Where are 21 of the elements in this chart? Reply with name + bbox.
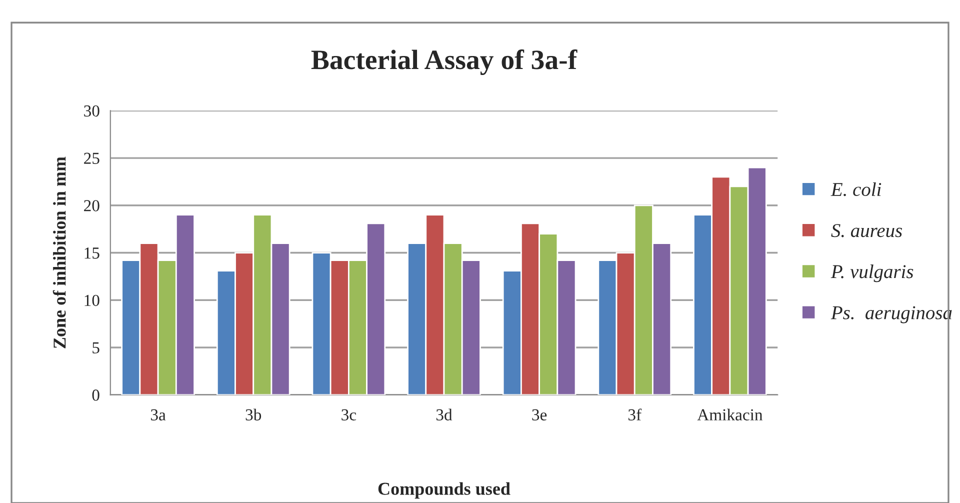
y-tick-label: 15 [84, 248, 100, 259]
legend-label: E. coli [830, 182, 882, 196]
chart-title: Bacterial Assay of 3a-f [311, 49, 578, 75]
y-tick-label: 25 [84, 152, 100, 164]
y-tick-label: 0 [92, 390, 100, 401]
x-tick-label: 3a [150, 409, 166, 420]
x-tick-label: 3f [628, 408, 642, 420]
legend-label: Ps. aeruginosa [830, 306, 952, 324]
x-tick-label: Amikacin [697, 408, 763, 420]
y-tick-label: 20 [84, 200, 100, 212]
legend-label: P. vulgaris [830, 264, 914, 282]
x-tick-label: 3d [436, 408, 452, 420]
y-tick-label: 30 [84, 105, 100, 117]
y-axis-title: Zone of inhibition in mm [52, 156, 66, 348]
x-tick-label: 3c [342, 409, 356, 420]
x-axis-title: Compounds used [378, 482, 510, 499]
legend-label: S. aureus [831, 224, 902, 238]
y-tick-label: 5 [92, 342, 100, 354]
y-tick-label: 10 [84, 294, 100, 306]
x-tick-label: 3e [532, 409, 547, 420]
x-tick-label: 3b [246, 408, 262, 420]
